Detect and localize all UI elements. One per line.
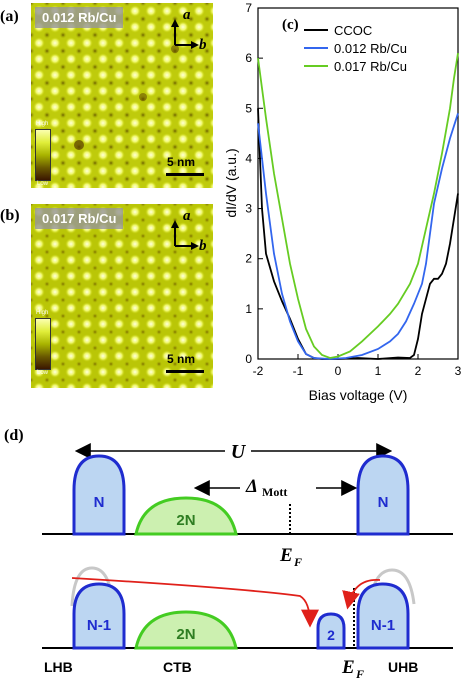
axis-a-label-b: a xyxy=(183,208,191,224)
bottom-ef-label: E xyxy=(341,657,355,678)
legend-label-1: 0.012 Rb/Cu xyxy=(334,41,407,56)
x-tick-label: -1 xyxy=(293,364,304,378)
colorbar-high-b: High xyxy=(36,310,49,316)
u-label: U xyxy=(231,441,247,463)
ctb-band-label: 2N xyxy=(176,626,195,643)
stm-image-b: 0.017 Rb/Cu a b High Low 5 nm xyxy=(31,204,213,388)
y-tick-label: 6 xyxy=(245,51,252,65)
series-line-0 xyxy=(257,108,459,360)
lhb-band-label: N-1 xyxy=(87,617,111,634)
colorbar-b xyxy=(35,318,51,370)
stm-lattice-b xyxy=(31,204,213,388)
x-tick-label: 2 xyxy=(415,364,422,378)
series-line-1 xyxy=(257,113,459,360)
transfer-arrow-right xyxy=(342,579,381,610)
scale-bar-b xyxy=(166,370,204,373)
uhb-band xyxy=(356,582,410,650)
top-ef-subscript: F xyxy=(293,555,302,569)
sample-label-a: 0.012 Rb/Cu xyxy=(35,7,124,28)
colorbar-a xyxy=(35,129,51,181)
y-tick-label: 0 xyxy=(245,352,252,366)
sample-label-b: 0.017 Rb/Cu xyxy=(35,208,124,229)
ctb-band xyxy=(134,610,238,650)
scale-label-a: 5 nm xyxy=(167,155,196,169)
uhb-band-label: N-1 xyxy=(371,617,395,634)
small-band-label: 2 xyxy=(327,627,335,643)
transfer-arrow-left xyxy=(71,577,319,628)
y-tick-label: 4 xyxy=(245,151,252,165)
y-tick-label: 7 xyxy=(245,1,252,15)
axis-a-label: a xyxy=(183,7,191,23)
x-tick-label: 0 xyxy=(335,364,342,378)
x-tick-label: 1 xyxy=(375,364,382,378)
band-diagram: U N 2N N Δ Mott E F N-1 2N 2 N-1 LHB CTB… xyxy=(4,427,453,680)
delta-subscript: Mott xyxy=(262,485,287,499)
panel-a-label: (a) xyxy=(0,8,19,25)
stm-image-a: 0.012 Rb/Cu a b High Low 5 nm xyxy=(31,3,213,188)
uhb-label: UHB xyxy=(388,659,418,675)
delta-label: Δ xyxy=(245,476,258,497)
y-axis-label: dI/dV (a.u.) xyxy=(223,148,239,217)
y-tick-label: 3 xyxy=(245,202,252,216)
legend-label-2: 0.017 Rb/Cu xyxy=(334,59,407,74)
ctb-label: CTB xyxy=(163,659,192,675)
y-tick-label: 1 xyxy=(245,302,252,316)
scale-label-b: 5 nm xyxy=(167,352,196,366)
axis-b-label-b: b xyxy=(199,238,207,254)
lattice-axes-a xyxy=(171,19,199,49)
scale-bar-a xyxy=(166,173,204,176)
panel-d-label: (d) xyxy=(4,427,24,444)
lattice-axes-b xyxy=(171,220,199,250)
top-right-band-label: N xyxy=(378,494,389,511)
lhb-band xyxy=(72,582,126,650)
series-line-2 xyxy=(257,52,459,359)
x-axis-label: Bias voltage (V) xyxy=(309,387,408,403)
top-right-band xyxy=(356,454,410,536)
x-tick-label: -2 xyxy=(253,364,264,378)
plot-frame xyxy=(257,7,459,360)
top-middle-band xyxy=(134,496,238,536)
lhb-label: LHB xyxy=(44,659,73,675)
top-left-band-label: N xyxy=(94,494,105,511)
top-ef-label: E xyxy=(279,545,293,566)
x-tick-label: 3 xyxy=(455,364,462,378)
colorbar-high-a: High xyxy=(36,121,49,127)
didv-chart: -2 -1 0 1 2 3 0 1 2 3 4 5 6 7 CCOC 0.012 Rb/Cu 0.017 Rb… xyxy=(223,1,462,403)
legend-label-0: CCOC xyxy=(334,23,372,38)
top-middle-band-label: 2N xyxy=(176,512,195,529)
y-tick-label: 5 xyxy=(245,101,252,115)
bottom-ef-subscript: F xyxy=(355,667,364,680)
colorbar-low-a: Low xyxy=(37,181,49,187)
stm-lattice-a xyxy=(31,3,213,188)
colorbar-low-b: Low xyxy=(37,370,49,376)
panel-c-label: (c) xyxy=(282,17,299,33)
top-left-band xyxy=(72,454,126,536)
axis-b-label: b xyxy=(199,37,207,53)
lhb-ghost xyxy=(70,566,114,607)
y-tick-label: 2 xyxy=(245,252,252,266)
panel-b-label: (b) xyxy=(0,207,20,224)
